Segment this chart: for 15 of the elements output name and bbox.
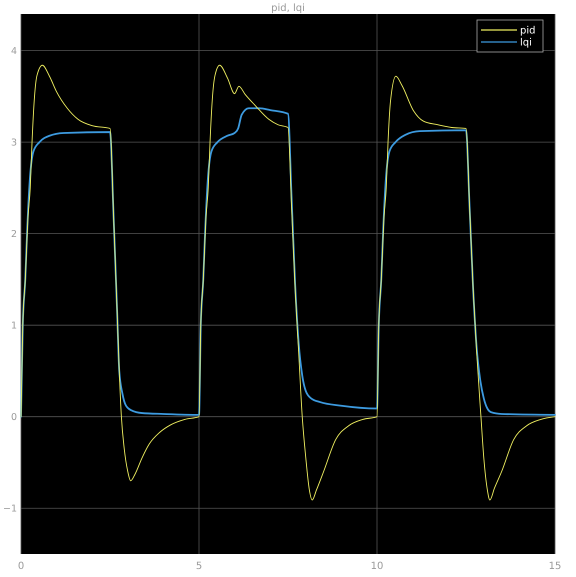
legend-label: pid <box>520 26 536 36</box>
y-tick-label: −1 <box>2 504 17 515</box>
x-tick-label: 5 <box>196 561 202 572</box>
y-tick-label: 1 <box>10 320 17 332</box>
x-tick-label: 15 <box>548 561 562 572</box>
x-tick-label: 10 <box>370 561 384 572</box>
y-tick-label: 2 <box>10 229 17 240</box>
y-tick-label: 3 <box>10 138 17 149</box>
y-tick-label: 0 <box>10 412 17 424</box>
legend-label: lqi <box>520 38 532 48</box>
y-tick-label: 4 <box>10 46 17 58</box>
line-series <box>20 64 556 500</box>
line-series <box>20 107 556 418</box>
chart-title: pid, lqi <box>271 3 305 14</box>
x-tick-label: 0 <box>18 561 24 572</box>
